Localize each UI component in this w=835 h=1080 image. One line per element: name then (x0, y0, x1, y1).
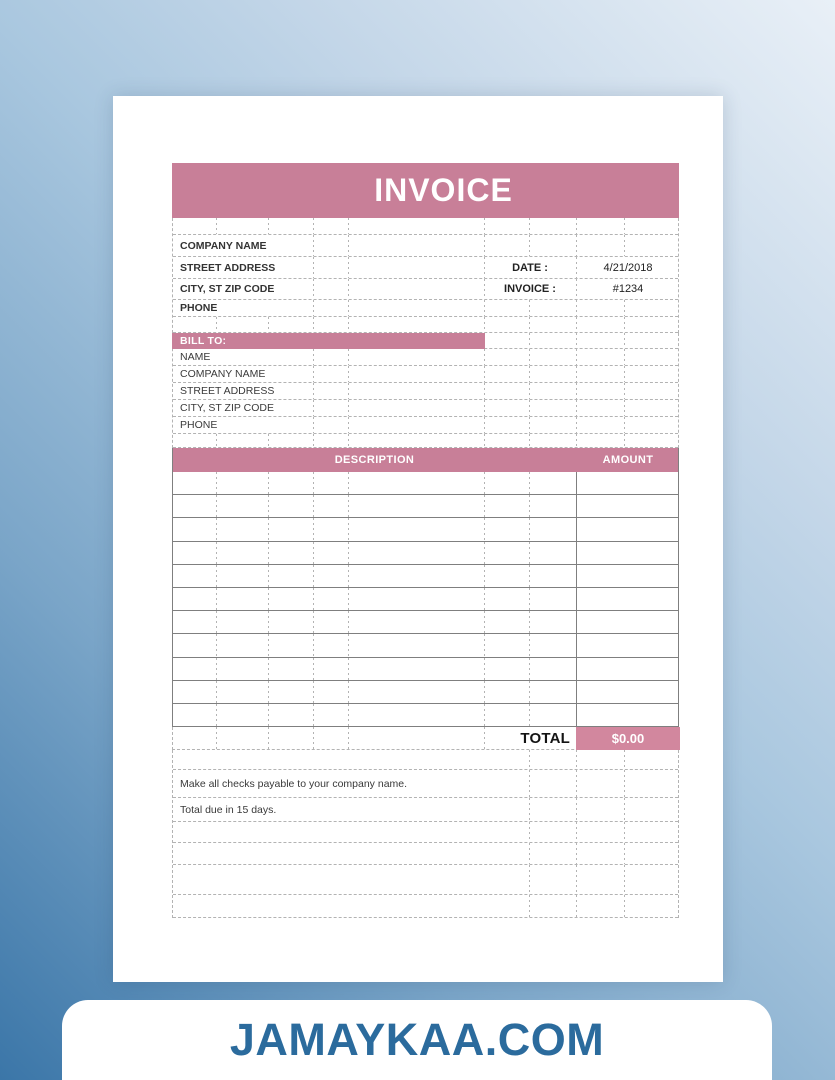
item-empty-row (173, 680, 678, 704)
notes-section: Make all checks payable to your company … (172, 750, 679, 918)
item-empty-row (173, 587, 678, 612)
total-amount-cell: $0.00 (576, 727, 680, 750)
item-empty-row (173, 518, 678, 542)
empty-row (173, 317, 678, 333)
item-empty-row (173, 611, 678, 635)
amount-column-header: AMOUNT (602, 454, 654, 466)
bill-to-name-row: NAME (173, 349, 678, 366)
bill-to-phone-label: PHONE (180, 419, 218, 431)
seller-company-name-label: COMPANY NAME (180, 239, 267, 252)
invoice-title: INVOICE (374, 172, 513, 208)
bill-to-phone-row: PHONE (173, 417, 678, 434)
bill-to-name-label: NAME (180, 351, 211, 363)
date-label: DATE : (512, 261, 548, 274)
bill-to-city-row: CITY, ST ZIP CODE (173, 400, 678, 417)
bill-to-street-label: STREET ADDRESS (180, 385, 275, 397)
item-empty-row (173, 472, 678, 496)
total-amount-value: $0.00 (611, 731, 645, 746)
item-empty-row (173, 657, 678, 681)
bill-to-header: BILL TO: (180, 335, 227, 347)
note-checks-text: Make all checks payable to your company … (180, 777, 408, 790)
bill-to-company-label: COMPANY NAME (180, 368, 266, 380)
invoice-document: INVOICE COMPANY NAME STREET ADDRESS DATE… (113, 96, 723, 982)
note-checks-row: Make all checks payable to your company … (173, 770, 678, 798)
seller-company-row: COMPANY NAME (173, 235, 678, 257)
seller-phone-row: PHONE (173, 300, 678, 317)
seller-section: COMPANY NAME STREET ADDRESS DATE : 4/21/… (172, 218, 679, 333)
description-column-header: DESCRIPTION (334, 454, 415, 466)
bill-to-section: BILL TO: NAME COMPANY NAME STREET ADDRES… (172, 333, 679, 448)
invoice-number-label: INVOICE : (504, 283, 556, 295)
empty-row (173, 750, 678, 770)
empty-row (173, 822, 678, 843)
bill-to-header-bar: BILL TO: (172, 333, 485, 349)
brand-bar: JAMAYKAA.COM (62, 1000, 772, 1080)
total-row: TOTAL $0.00 (172, 727, 680, 750)
note-due-text: Total due in 15 days. (180, 803, 277, 816)
note-due-row: Total due in 15 days. (173, 798, 678, 822)
invoice-grid: INVOICE COMPANY NAME STREET ADDRESS DATE… (172, 163, 680, 918)
items-table-header: DESCRIPTION AMOUNT (173, 448, 678, 472)
bill-to-city-label: CITY, ST ZIP CODE (180, 402, 274, 414)
empty-row (173, 218, 678, 235)
seller-city-label: CITY, ST ZIP CODE (180, 283, 275, 295)
seller-street-label: STREET ADDRESS (180, 261, 276, 274)
items-table-body (173, 472, 678, 728)
invoice-title-bar: INVOICE (172, 163, 679, 218)
seller-phone-label: PHONE (180, 302, 218, 314)
invoice-number-value: #1234 (612, 283, 644, 295)
seller-city-row: CITY, ST ZIP CODE INVOICE : #1234 (173, 279, 678, 300)
empty-row (173, 843, 678, 865)
total-label: TOTAL (520, 729, 570, 747)
empty-row (173, 895, 678, 918)
empty-row (173, 865, 678, 895)
seller-street-row: STREET ADDRESS DATE : 4/21/2018 (173, 257, 678, 279)
bill-to-company-row: COMPANY NAME (173, 366, 678, 383)
item-empty-row (173, 541, 678, 565)
bill-to-header-row: BILL TO: (172, 333, 678, 349)
bill-to-street-row: STREET ADDRESS (173, 383, 678, 400)
empty-row (173, 434, 678, 448)
item-empty-row (173, 495, 678, 519)
date-value: 4/21/2018 (603, 261, 653, 274)
brand-site-name: JAMAYKAA.COM (229, 1014, 605, 1065)
items-table: DESCRIPTION AMOUNT (172, 448, 679, 728)
item-empty-row (173, 564, 678, 588)
item-empty-row (173, 634, 678, 658)
item-empty-row (173, 703, 678, 728)
